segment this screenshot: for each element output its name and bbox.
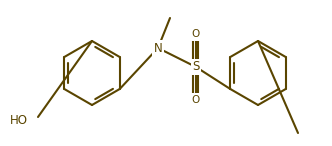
Text: O: O (192, 95, 200, 105)
Text: N: N (154, 41, 162, 54)
Text: O: O (192, 29, 200, 39)
Text: HO: HO (10, 113, 28, 126)
Text: S: S (192, 60, 200, 73)
